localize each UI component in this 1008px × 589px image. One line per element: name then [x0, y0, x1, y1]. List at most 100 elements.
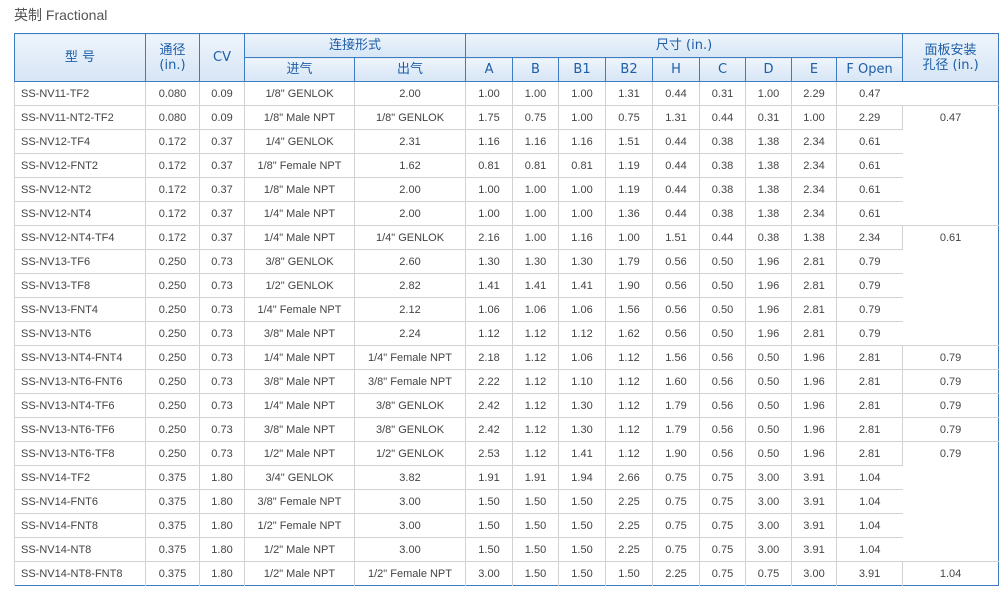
table-cell: SS-NV14-NT8-FNT8	[14, 561, 146, 586]
table-cell: 0.080	[145, 105, 200, 130]
table-cell: 0.75	[699, 489, 746, 514]
table-cell: 0.61	[836, 153, 903, 178]
table-cell: 1.50	[512, 537, 559, 562]
table-cell: 0.44	[652, 81, 700, 106]
table-cell: 0.81	[558, 153, 606, 178]
table-cell: SS-NV13-NT6	[14, 321, 146, 346]
table-cell: 1.10	[558, 369, 606, 394]
table-cell: 0.250	[145, 369, 200, 394]
table-cell: 2.81	[836, 441, 903, 466]
table-cell: 0.73	[199, 249, 245, 274]
table-cell: 3/8" Male NPT	[244, 369, 355, 394]
table-cell: 2.00	[353, 177, 466, 202]
table-cell: 0.79	[836, 297, 903, 322]
table-cell: 3.91	[791, 489, 837, 514]
table-cell: 1.50	[605, 561, 653, 586]
table-cell: 2.81	[836, 393, 903, 418]
table-row: SS-NV13-NT6 0.250 0.73 3/8" Male NPT 2.24 1.1…	[14, 321, 999, 346]
table-cell: 3.91	[836, 561, 903, 586]
table-cell: 1.80	[199, 513, 245, 538]
table-cell: 1.04	[902, 561, 999, 586]
table-row: SS-NV14-NT8-FNT8 0.375 1.80 1/2" Male NPT 1/…	[14, 561, 999, 586]
table-cell: 1.12	[605, 441, 653, 466]
table-cell: 2.00	[353, 81, 466, 106]
table-cell: 0.172	[145, 153, 200, 178]
table-cell: 1.00	[512, 225, 559, 250]
table-cell: 1/4" Male NPT	[244, 201, 355, 226]
table-cell: 0.56	[652, 321, 700, 346]
table-cell: 0.50	[699, 321, 746, 346]
header-cell: B1	[558, 57, 607, 82]
table-cell: 1.30	[558, 393, 606, 418]
table-cell: 2.31	[353, 129, 466, 154]
table-cell: 0.47	[836, 81, 903, 106]
table-cell: 2.25	[605, 513, 653, 538]
table-cell: 1.19	[605, 153, 653, 178]
table-cell: 0.44	[652, 129, 700, 154]
table-row: SS-NV11-TF2 0.080 0.09 1/8" GENLOK 2.00 1.00 1…	[14, 81, 999, 106]
table-cell: 1/4" Male NPT	[244, 393, 355, 418]
table-row: SS-NV13-NT4-FNT4 0.250 0.73 1/4" Male NPT 1/…	[14, 345, 999, 370]
table-cell: 1.94	[558, 465, 606, 490]
table-cell: 0.38	[699, 129, 746, 154]
table-row: SS-NV14-FNT6 0.375 1.80 3/8" Female NPT 3.00…	[14, 489, 999, 514]
table-cell: 0.75	[512, 105, 559, 130]
table-cell: 1.12	[512, 417, 559, 442]
header-cell: 面板安装 孔径 (in.)	[902, 33, 1000, 82]
table-row: SS-NV13-FNT4 0.250 0.73 1/4" Female NPT 2.12…	[14, 297, 999, 322]
table-cell: SS-NV12-FNT2	[14, 153, 146, 178]
table-row: SS-NV13-NT6-TF8 0.250 0.73 1/2" Male NPT 1/2…	[14, 441, 999, 466]
table-cell: SS-NV14-FNT8	[14, 513, 146, 538]
table-cell: 1/8" Male NPT	[244, 105, 355, 130]
table-cell: 1.38	[745, 153, 792, 178]
table-cell: 1.12	[512, 369, 559, 394]
header-cell: B	[512, 57, 560, 82]
table-cell: 0.56	[699, 393, 746, 418]
table-cell: 2.34	[791, 177, 837, 202]
table-cell: 1.31	[652, 105, 700, 130]
page-title: 英制 Fractional	[14, 7, 108, 23]
table-cell: 2.81	[836, 417, 903, 442]
table-cell: 3/8" GENLOK	[353, 417, 466, 442]
table-cell: 0.50	[745, 345, 792, 370]
table-cell: 1.90	[652, 441, 700, 466]
table-cell: 1.56	[652, 345, 700, 370]
spec-table: 型 号 通径 (in.) CV 连接形式 尺寸 (in.) 面板安装 孔径 (in.…	[14, 33, 1000, 586]
table-cell: 1/4" GENLOK	[244, 129, 355, 154]
table-cell: 1.00	[465, 201, 513, 226]
table-cell: 1.80	[199, 465, 245, 490]
table-cell: 3.00	[465, 561, 513, 586]
table-cell: 0.75	[699, 537, 746, 562]
table-cell: 2.42	[465, 393, 513, 418]
header-cell: F Open	[836, 57, 904, 82]
table-cell: 1.80	[199, 537, 245, 562]
table-cell: 2.34	[791, 201, 837, 226]
table-cell: SS-NV11-TF2	[14, 81, 146, 106]
table-cell: 2.81	[791, 273, 837, 298]
table-cell: 1/2" Male NPT	[244, 441, 355, 466]
table-cell: 1.16	[512, 129, 559, 154]
table-body: SS-NV11-TF2 0.080 0.09 1/8" GENLOK 2.00 1.00 1…	[14, 81, 999, 586]
table-cell: 0.37	[199, 201, 245, 226]
table-cell: 0.73	[199, 297, 245, 322]
table-cell: 0.73	[199, 441, 245, 466]
table-cell: 1.16	[465, 129, 513, 154]
table-cell: 1.12	[512, 393, 559, 418]
table-cell: 0.375	[145, 537, 200, 562]
table-row: SS-NV13-NT6-TF6 0.250 0.73 3/8" Male NPT 3/8…	[14, 417, 999, 442]
table-cell: 1.00	[791, 105, 837, 130]
table-cell: 0.79	[836, 249, 903, 274]
table-cell: 1.56	[605, 297, 653, 322]
table-cell: 3/8" Female NPT	[244, 489, 355, 514]
table-cell: 0.79	[902, 345, 999, 370]
table-cell: 1.00	[465, 177, 513, 202]
table-cell: 3.91	[791, 465, 837, 490]
table-cell: 2.53	[465, 441, 513, 466]
table-cell: 0.250	[145, 441, 200, 466]
table-cell: 2.66	[605, 465, 653, 490]
table-row: SS-NV12-TF4 0.172 0.37 1/4" GENLOK 2.31 1.16 1…	[14, 129, 999, 154]
table-row: SS-NV12-NT2 0.172 0.37 1/8" Male NPT 2.00 1.0…	[14, 177, 999, 202]
table-cell: 0.79	[836, 321, 903, 346]
table-cell: 1.96	[791, 417, 837, 442]
